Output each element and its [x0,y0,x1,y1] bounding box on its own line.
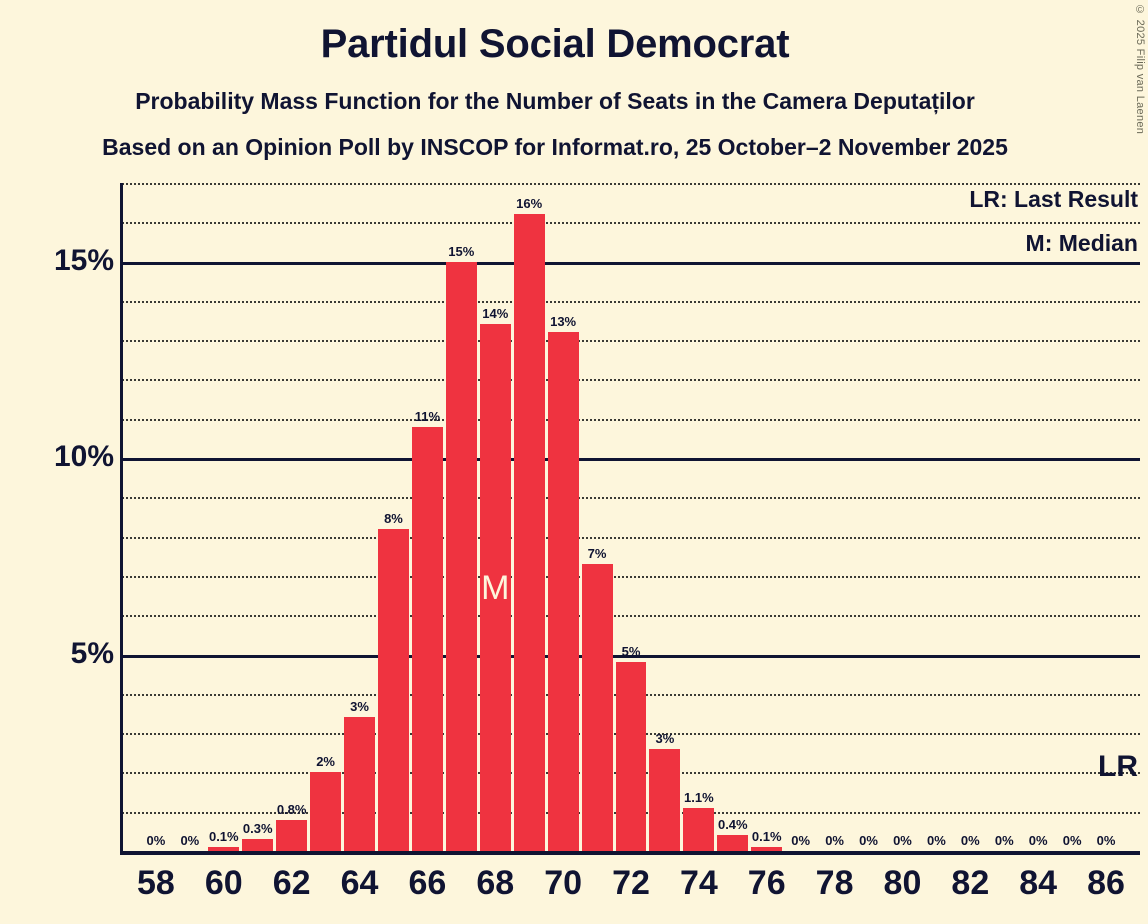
x-axis-tick-label: 60 [204,864,243,902]
bar-value-label: 0.3% [242,821,273,837]
copyright-notice: © 2025 Filip van Laenen [1134,4,1146,135]
bar-value-label: 0% [994,833,1014,848]
bar-value-label: 8% [384,510,403,526]
bar-seat-73[interactable] [649,748,681,851]
bar-value-label: 1.1% [684,789,714,805]
bar-value-label: 13% [550,314,577,330]
gridline-minor [122,615,1140,618]
gridline-major [122,654,1140,658]
bar-seat-64[interactable] [344,717,375,851]
bar-value-label: 15% [448,243,475,259]
last-result-marker: LR [1098,750,1138,784]
x-axis-tick-label: 72 [612,864,650,902]
x-axis-tick-label: 74 [679,864,718,902]
gridline-minor [122,418,1140,421]
bar-value-label: 0% [1028,833,1048,848]
gridline-minor [122,222,1140,225]
bar-seat-60[interactable] [208,847,240,851]
bar-value-label: 0% [146,833,166,848]
x-axis-tick-label: 68 [476,864,515,902]
x-axis-tick-label: 86 [1087,864,1125,902]
bar-value-label: 14% [482,306,509,322]
gridline-minor [122,379,1140,382]
bar-seat-66[interactable] [411,426,443,851]
x-axis-line [120,851,1140,855]
x-axis-tick-label: 84 [1019,864,1058,902]
bar-value-label: 0% [1096,833,1116,848]
bar-value-label: 0.1% [751,829,782,845]
bar-seat-68[interactable] [479,324,511,851]
chart-source: Based on an Opinion Poll by INSCOP for I… [102,134,1008,160]
legend-median: M: Median [1025,230,1138,256]
x-axis-tick-label: 66 [408,864,447,902]
bar-seat-69[interactable] [513,214,545,851]
bar-seat-65[interactable] [378,528,409,851]
bar-seat-61[interactable] [242,839,274,851]
y-axis-tick-label: 5% [70,636,114,670]
bar-value-label: 0% [893,833,912,848]
bar-seat-62[interactable] [276,819,308,851]
gridline-minor [122,575,1140,578]
bar-value-label: 3% [350,699,369,715]
x-axis-tick-label: 76 [747,864,786,902]
gridline-major [122,458,1140,462]
bar-seat-70[interactable] [547,332,579,851]
bar-value-label: 3% [655,730,675,746]
bar-value-label: 0% [859,833,878,848]
legend-last-result: LR: Last Result [969,186,1138,212]
bar-seat-67[interactable] [445,261,477,851]
y-axis-tick-label: 15% [53,243,114,277]
median-marker: M [481,568,510,607]
bar-value-label: 0% [791,833,811,848]
bar-seat-71[interactable] [581,564,613,851]
gridline-major [122,261,1140,265]
bar-value-label: 11% [414,408,441,424]
x-axis-tick-label: 58 [137,864,175,902]
gridline-minor [122,300,1140,303]
bar-value-label: 7% [587,546,607,562]
bar-value-label: 0% [1062,833,1082,848]
bar-value-label: 2% [316,754,335,770]
bar-value-label: 0% [180,833,200,848]
gridline-minor [122,340,1140,343]
x-axis-tick-label: 64 [340,864,379,902]
gridline-minor [122,497,1140,500]
page-title: Partidul Social Democrat [320,22,790,66]
bar-value-label: 0% [960,833,980,848]
y-axis-tick-label: 10% [53,440,114,474]
bar-value-label: 5% [621,644,641,660]
gridline-minor [122,536,1140,539]
bar-value-label: 0% [825,833,844,848]
bar-value-label: 0.8% [276,801,307,817]
chart-subtitle: Probability Mass Function for the Number… [135,88,975,114]
bar-value-label: 16% [516,196,543,212]
bar-seat-75[interactable] [717,835,749,851]
bar-value-label: 0.1% [208,829,239,845]
bar-seat-72[interactable] [615,662,647,851]
bar-seat-74[interactable] [683,807,715,851]
gridline-minor [122,183,1140,185]
bar-seat-76[interactable] [751,847,783,851]
x-axis-tick-label: 82 [951,864,990,902]
x-axis-tick-label: 62 [272,864,311,902]
x-axis-tick-label: 70 [544,864,583,902]
bar-value-label: 0% [926,833,946,848]
x-axis-tick-label: 78 [815,864,854,902]
x-axis-tick-label: 80 [883,864,922,902]
plot-area: 0% 0% 0.1% 0.3% 0.8% 2% 3% 8% 11% 15% 14% 16% 13% 7% 5… [122,183,1140,851]
bar-seat-63[interactable] [310,772,342,851]
bar-value-label: 0.4% [717,817,748,833]
y-axis-line [120,183,123,853]
